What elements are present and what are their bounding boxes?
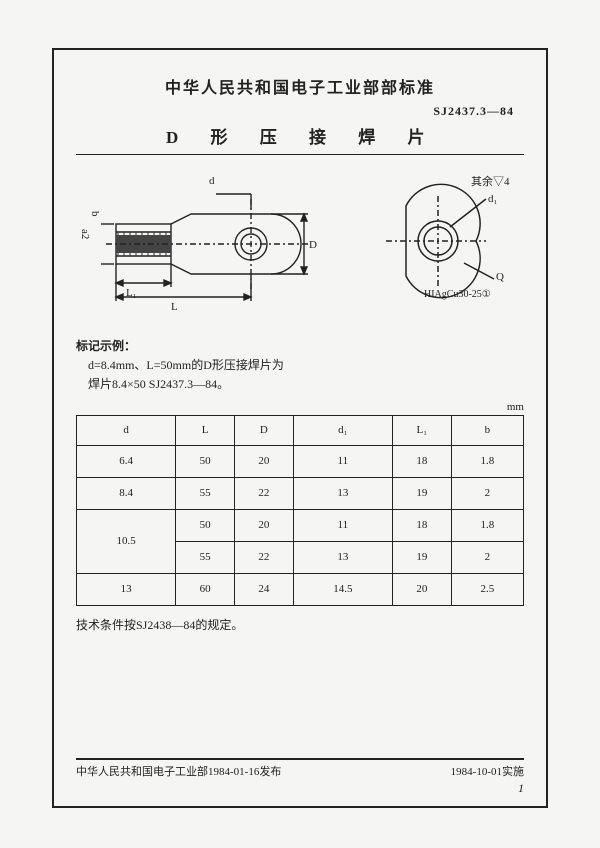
cell-d: 13 [77,573,176,605]
subtitle: D 形 压 接 焊 片 [166,123,524,148]
cell: 1.8 [451,509,523,541]
cell: 55 [176,477,235,509]
cell: 2 [451,541,523,573]
note-label: 标记示例： [76,339,136,353]
cell: 50 [176,509,235,541]
cell-d: 8.4 [77,477,176,509]
page-inner: 中华人民共和国电子工业部部标准 SJ2437.3—84 D 形 压 接 焊 片 [54,50,546,647]
cell: 11 [293,509,392,541]
table-row: 10.5502011181.8 [77,509,524,541]
cell: 20 [234,445,293,477]
cell: 20 [234,509,293,541]
cell: 50 [176,445,235,477]
cell: 11 [293,445,392,477]
cell: 19 [392,477,451,509]
label-D: D [309,239,317,251]
technical-drawing: d b a2 L₁ L D 其余▽4 d₁ Q HIAgCu30-25① [76,169,524,329]
standard-number: SJ2437.3—84 [76,104,514,119]
label-b: b [89,211,101,217]
cell-d: 6.4 [77,445,176,477]
example-note: 标记示例： d=8.4mm、L=50mm的D形压接焊片为 焊片8.4×50 SJ… [76,337,524,395]
cell: 13 [293,541,392,573]
footer-left: 中华人民共和国电子工业部1984-01-16发布 [76,763,281,779]
label-a2: a2 [79,229,91,239]
table-row: 6.4502011181.8 [77,445,524,477]
col-b: b [451,415,523,445]
note-line1: d=8.4mm、L=50mm的D形压接焊片为 [88,358,284,372]
table-row: 8.4552213192 [77,477,524,509]
cell: 2.5 [451,573,523,605]
table-body: 6.4502011181.88.455221319210.5502011181.… [77,445,524,605]
cell: 18 [392,509,451,541]
label-L1: L₁ [126,287,137,299]
page-frame: 中华人民共和国电子工业部部标准 SJ2437.3—84 D 形 压 接 焊 片 [52,48,548,808]
footer-divider [76,758,524,760]
cell: 2 [451,477,523,509]
cell: 19 [392,541,451,573]
label-Q: Q [496,271,504,283]
label-mat: HIAgCu30-25① [424,289,491,300]
cell: 13 [293,477,392,509]
col-L1: L₁ [392,415,451,445]
col-d: d [77,415,176,445]
label-d1: d₁ [488,193,497,205]
main-title: 中华人民共和国电子工业部部标准 [76,74,524,98]
footer-row: 中华人民共和国电子工业部1984-01-16发布 1984-10-01实施 [76,763,524,779]
cell: 20 [392,573,451,605]
cell-d: 10.5 [77,509,176,573]
page-number: 1 [76,781,524,796]
unit-label: mm [76,401,524,413]
table-row: 13602414.5202.5 [77,573,524,605]
col-L: L [176,415,235,445]
cell: 22 [234,477,293,509]
label-L: L [171,301,178,313]
label-rest: 其余▽4 [471,173,510,189]
tech-note: 技术条件按SJ2438—84的规定。 [76,616,524,633]
cell: 55 [176,541,235,573]
footer-right: 1984-10-01实施 [451,763,524,779]
cell: 18 [392,445,451,477]
footer: 中华人民共和国电子工业部1984-01-16发布 1984-10-01实施 1 [76,758,524,796]
cell: 22 [234,541,293,573]
note-line2: 焊片8.4×50 SJ2437.3—84。 [88,377,229,391]
cell: 1.8 [451,445,523,477]
label-d: d [209,175,215,187]
specs-table: d L D d₁ L₁ b 6.4502011181.88.4552213192… [76,415,524,606]
col-d1: d₁ [293,415,392,445]
rule-divider [76,154,524,155]
table-header-row: d L D d₁ L₁ b [77,415,524,445]
cell: 14.5 [293,573,392,605]
col-D: D [234,415,293,445]
cell: 60 [176,573,235,605]
cell: 24 [234,573,293,605]
